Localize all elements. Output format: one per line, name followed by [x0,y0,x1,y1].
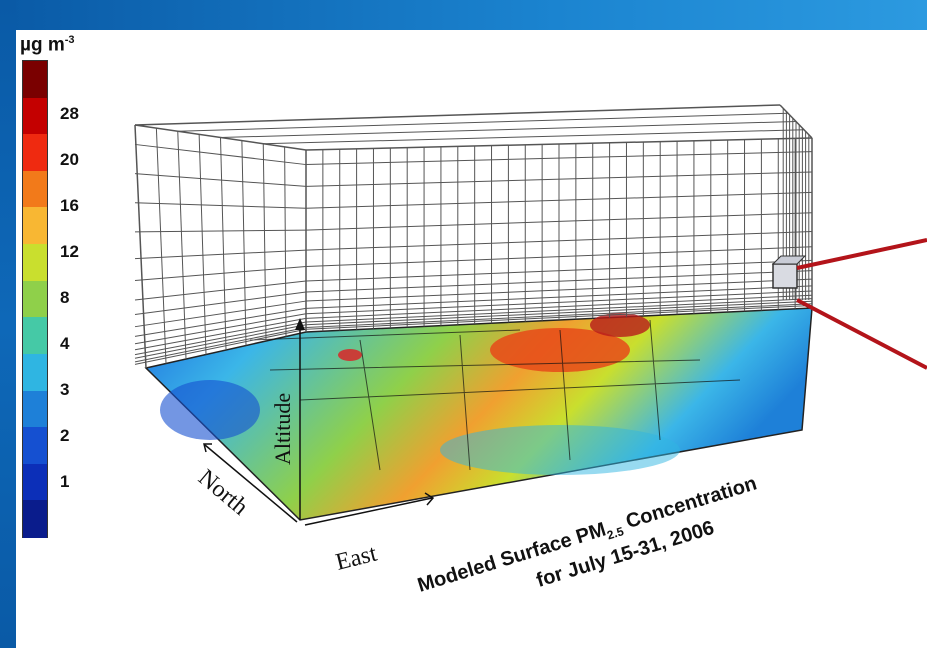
hotspot-east [490,328,630,372]
colorbar-tick-label: 16 [60,196,79,215]
grid-altitude-layer [305,270,813,293]
grid-altitude-layer [305,171,813,187]
top-banner [0,0,927,30]
grid-left-vertical [198,134,207,355]
colorbar-tick-label: 2 [60,426,70,445]
grid-altitude-layer [134,291,307,316]
grid-altitude-layer [134,317,307,351]
colorbar-unit: µg m-3 [20,34,75,56]
grid-altitude-layer [134,313,307,345]
grid-altitude-layer [305,151,813,166]
grid-altitude-layer [305,285,813,309]
colorbar-segment [23,317,47,355]
colorbar [22,60,48,538]
north-arrow [204,444,298,523]
diagram-title: Modeled Surface PM2.5 Concentration for … [415,472,759,596]
colorbar-tick-label: 20 [60,150,79,169]
left-banner [0,0,16,648]
ocean-west [160,380,260,440]
grid-left-vertical [241,140,247,346]
grid-altitude-layer [134,321,307,356]
grid-left-vertical [155,128,167,364]
grid-cell-cube-face [771,255,807,265]
grid-altitude-layer [305,231,813,251]
grid-altitude-layer [305,303,813,328]
pointer-line-bottom [796,298,927,370]
colorbar-tick-label: 3 [60,380,70,399]
grid-left-vertical [262,143,267,342]
altitude-label: Altitude [270,393,295,465]
grid-left-vertical [220,137,227,351]
colorbar-segment [23,353,47,392]
grid-altitude-layer [134,324,307,359]
grid-altitude-layer [134,328,307,365]
hotspot-northeast [590,313,650,337]
grid-altitude-layer [305,304,813,330]
colorbar-segment [23,280,47,319]
grid-cell-highlight [772,263,798,289]
state-boundaries [249,319,741,471]
grid-left-vertical [177,131,187,360]
grid-altitude-layer [305,212,813,231]
east-arrowhead [424,492,435,506]
grid-altitude-layer [134,229,307,233]
grid-altitude-layer [305,191,813,209]
grid-altitude-layer [134,143,307,166]
grid-altitude-layer [134,326,307,363]
colorbar-segment [23,500,47,538]
grid-top-edge [134,104,781,126]
grid-corner-edge [134,124,147,369]
grid-altitude-layer [305,294,813,319]
colorbar-segment [23,390,47,429]
grid-altitude-layer [134,249,307,260]
grid-altitude-layer [134,202,307,209]
east-arrow [304,497,433,526]
colorbar-segment [23,427,47,465]
grid-altitude-layer [305,278,813,302]
colorbar-tick-label: 12 [60,242,79,261]
colorbar-segment [23,134,47,172]
model-grid-box [134,104,813,369]
colorbar-segment [23,244,47,282]
grid-altitude-layer [305,290,813,315]
colorbar-tick-label: 1 [60,472,70,491]
altitude-arrowhead [295,318,305,330]
colorbar-segment [23,170,47,209]
grid-altitude-layer [305,298,813,323]
hotspot-west [338,349,362,361]
grid-altitude-layer [305,259,813,282]
grid-altitude-layer [134,173,307,187]
grid-top-line [263,129,805,145]
colorbar-segment [23,463,47,502]
grid-altitude-layer [134,265,307,282]
east-label: East [333,541,380,576]
grid-altitude-layer [305,300,813,326]
colorbar-segment [23,207,47,246]
colorbar-segment [23,97,47,136]
grid-altitude-layer [134,280,307,301]
grid-top-line [177,112,789,132]
north-label: North [193,465,253,521]
grid-altitude-layer [305,246,813,267]
grid-top-line [220,121,797,138]
colorbar-tick-label: 8 [60,288,70,307]
grid-left-vertical [284,146,287,337]
colorbar-tick-label: 28 [60,104,79,123]
grid-altitude-layer [134,300,307,328]
ocean-south [440,425,680,475]
north-arrowhead [203,443,212,453]
colorbar-tick-label: 4 [60,334,70,353]
pointer-line-top [796,238,927,270]
grid-altitude-layer [134,307,307,337]
colorbar-segment [23,61,47,99]
